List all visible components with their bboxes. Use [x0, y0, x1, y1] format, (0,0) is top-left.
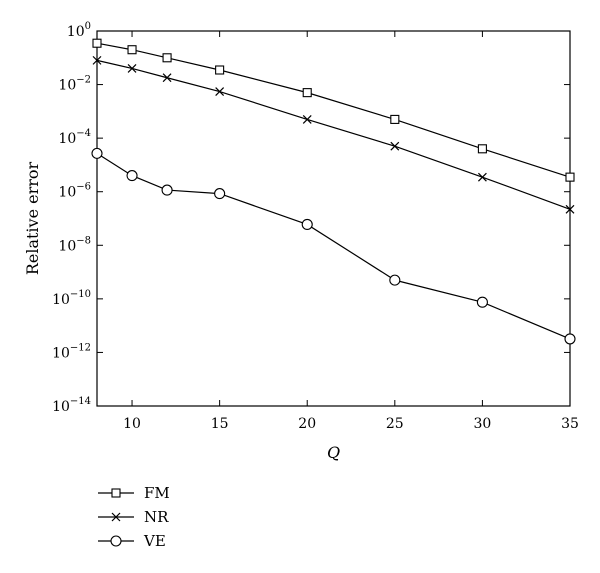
data-point-fm [390, 114, 400, 124]
plot-area: 10 15 20 25 30 35 100 10−2 10−4 10−6 10−8 10−10 10−1… [23, 21, 579, 462]
data-point-ve [389, 274, 401, 286]
legend-item-ve: VE [98, 532, 166, 550]
x-tick-label: 15 [211, 416, 229, 432]
data-point-nr [127, 64, 137, 73]
data-point-nr [215, 87, 225, 96]
data-point-ve [91, 147, 103, 159]
legend-label-fm: FM [144, 484, 170, 502]
data-point-nr [302, 114, 312, 124]
x-tick-label: 20 [298, 416, 316, 432]
data-point-ve [564, 333, 576, 345]
legend-label-ve: VE [143, 532, 166, 550]
y-tick-label: 100 [67, 21, 91, 40]
y-tick-label: 10−14 [52, 396, 91, 415]
y-tick-label: 10−6 [58, 182, 91, 201]
data-point-ve [214, 188, 226, 200]
data-point-nr [565, 204, 575, 214]
series-line-nr [96, 59, 571, 210]
data-point-fm [302, 88, 312, 98]
data-point-nr [477, 172, 487, 182]
data-point-ve [301, 218, 313, 230]
y-tick-label: 10−8 [58, 235, 91, 254]
data-point-fm [92, 38, 102, 48]
data-point-fm [477, 144, 487, 154]
data-point-ve [161, 184, 173, 196]
legend-item-fm: FM [98, 484, 170, 502]
y-tick-label: 10−10 [52, 289, 91, 308]
x-tick-label: 30 [473, 416, 491, 432]
data-point-nr [390, 141, 400, 151]
y-tick-label: 10−12 [52, 342, 91, 361]
data-point-ve [126, 170, 138, 182]
x-tick-label: 25 [386, 416, 404, 432]
data-point-nr [162, 73, 172, 83]
data-point-ve [476, 296, 488, 308]
data-point-fm [127, 45, 137, 55]
data-point-fm [565, 172, 575, 182]
series-line-fm [96, 42, 571, 178]
plot-frame [96, 30, 571, 407]
series-line-ve [96, 152, 571, 340]
legend-marker-ve [110, 535, 122, 547]
legend-marker-nr [111, 512, 121, 522]
y-tick-label: 10−4 [58, 128, 91, 147]
x-tick-label: 10 [123, 416, 141, 432]
legend-marker-fm [111, 488, 121, 498]
legend-item-nr: NR [98, 508, 169, 526]
legend: FM NR VE [98, 484, 170, 550]
x-tick-label: 35 [561, 416, 579, 432]
data-point-fm [215, 65, 225, 75]
y-axis-label: Relative error [23, 161, 42, 275]
data-point-fm [162, 53, 172, 63]
x-axis-label: Q [327, 443, 340, 462]
data-point-nr [92, 55, 102, 65]
y-tick-label: 10−2 [58, 75, 91, 94]
legend-label-nr: NR [144, 508, 169, 526]
